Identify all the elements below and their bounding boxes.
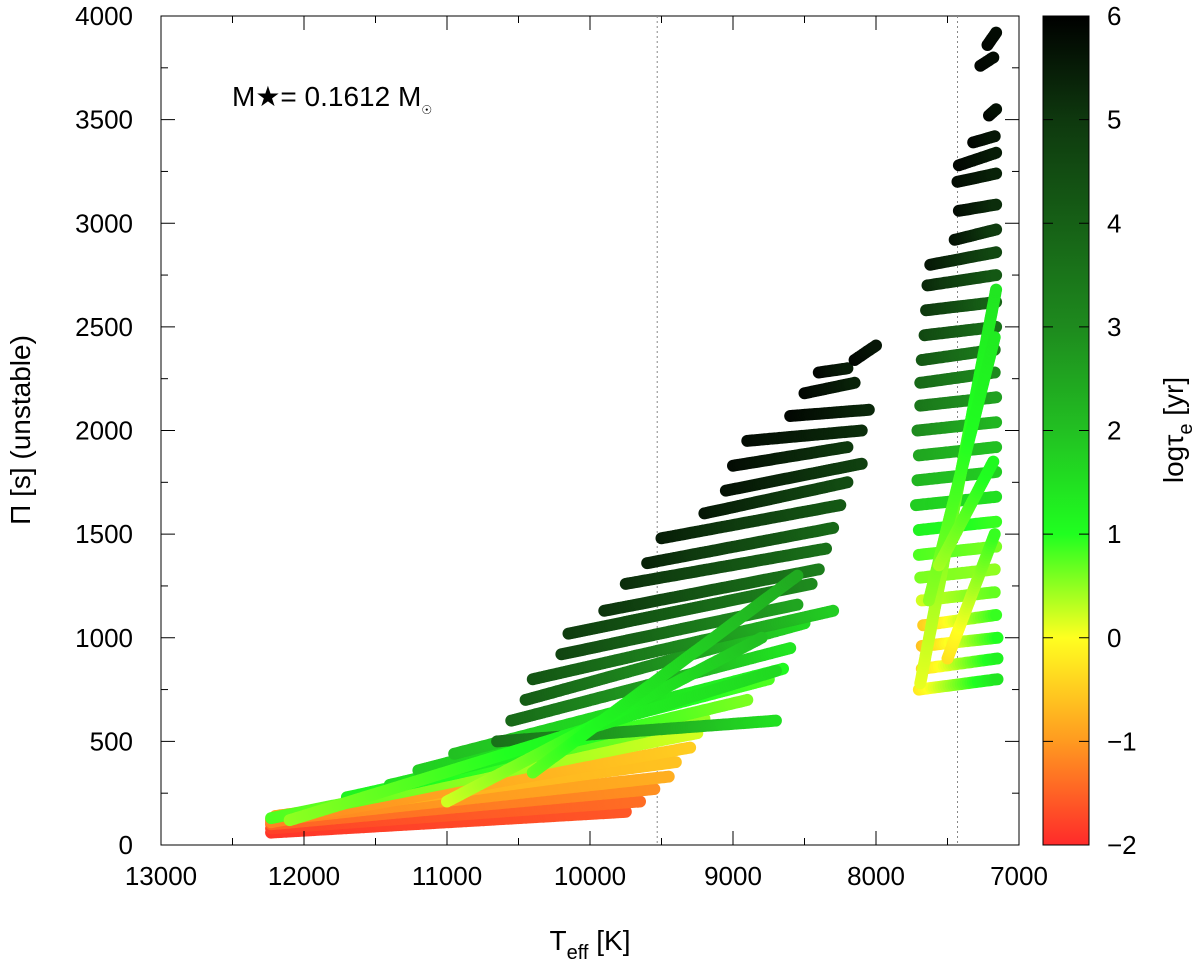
data-point [990,246,1003,259]
data-point [669,756,682,769]
data-point [990,269,1003,282]
data-point [827,521,840,534]
colorbar-ticks: 6 5 4 3 2 1 0 −1 −2 [1043,1,1137,860]
data-point [990,490,1003,503]
x-tick-label: 12000 [268,861,340,891]
colorbar-tick-label: 6 [1107,1,1121,31]
y-tick-label: 2000 [75,416,133,446]
data-point [755,631,768,644]
data-point [990,515,1003,528]
data-point [990,416,1003,429]
colorbar-title-main: log [1158,446,1189,483]
data-point [841,362,854,375]
y-tick-label: 1000 [75,623,133,653]
data-point [834,499,847,512]
data-point [870,339,882,352]
data-point [990,223,1003,236]
data-point [841,441,854,454]
colorbar: 6 5 4 3 2 1 0 −1 −2 logτe [yr] [1042,1,1197,860]
y-tick-label: 3500 [75,105,133,135]
colorbar-title: logτe [yr] [1158,377,1197,483]
data-point [988,130,1001,143]
data-point [987,455,1000,468]
data-point [988,331,1001,344]
x-tick-label: 7000 [990,861,1048,891]
data-point [634,795,646,808]
x-tick-label: 13000 [125,861,197,891]
data-point [741,693,754,706]
data-point [812,563,825,576]
y-tick-label: 500 [90,726,133,756]
x-axis-title: Teff [K] [550,925,631,963]
colorbar-title-tau: τ [1158,435,1189,446]
x-axis-title-main: T [550,925,567,956]
y-axis-title: Π [s] (unstable) [5,335,36,525]
colorbar-tick-label: −2 [1107,830,1137,860]
data-point [827,604,840,617]
data-point [990,609,1003,621]
data-point [805,577,818,590]
data-point [784,642,797,655]
data-point [990,441,1003,454]
data-point [862,403,875,416]
y-tick-label: 0 [119,830,133,860]
data-point [662,770,675,783]
data-point [990,167,1003,180]
x-axis-title-unit: [K] [588,925,630,956]
data-points [265,26,1004,839]
data-point [791,569,804,582]
x-tick-label: 8000 [847,861,905,891]
data-point [855,424,868,437]
data-point [987,51,1000,64]
data-point [988,528,1001,541]
data-point [791,598,804,611]
data-point [990,103,1003,116]
data-point [769,714,782,727]
colorbar-tick-label: 3 [1107,312,1121,342]
y-axis: 0 500 1000 1500 2000 2500 3000 3500 4000 [75,1,1019,860]
data-point [988,586,1001,599]
colorbar-tick-label: 4 [1107,208,1121,238]
data-point [990,198,1003,211]
mass-annotation: M★= 0.1612 M☉ [232,81,432,117]
x-axis: 13000 12000 11000 10000 9000 8000 7000 [125,16,1048,891]
data-point [769,664,782,677]
y-tick-label: 2500 [75,312,133,342]
data-point [990,26,1003,39]
colorbar-title-unit: [yr] [1158,377,1189,424]
x-tick-label: 9000 [704,861,762,891]
data-point [648,783,661,795]
colorbar-tick-label: 0 [1107,623,1121,653]
mass-annotation-sub: ☉ [421,103,432,117]
y-tick-label: 1500 [75,519,133,549]
data-point [991,652,1004,665]
colorbar-tick-label: 5 [1107,105,1121,135]
x-tick-label: 10000 [554,861,626,891]
mass-annotation-text: M★= 0.1612 M [232,81,421,112]
colorbar-tick-label: −1 [1107,726,1137,756]
data-point [990,391,1003,404]
data-point [855,457,868,470]
data-point [990,283,1003,296]
data-point [841,476,854,489]
colorbar-tick-label: 2 [1107,416,1121,446]
data-point [990,146,1003,159]
data-point [619,805,632,818]
data-point [988,563,1001,576]
data-point [991,673,1004,686]
data-point [820,542,832,555]
data-point [848,376,861,389]
data-point [991,631,1004,644]
colorbar-title-sub: e [1175,424,1197,435]
y-tick-label: 3000 [75,208,133,238]
plot-frame [160,15,1020,846]
x-axis-title-sub: eff [567,942,589,963]
data-point [684,741,697,754]
colorbar-tick-label: 1 [1107,519,1121,549]
y-tick-label: 4000 [75,1,133,31]
x-tick-label: 11000 [412,861,482,891]
